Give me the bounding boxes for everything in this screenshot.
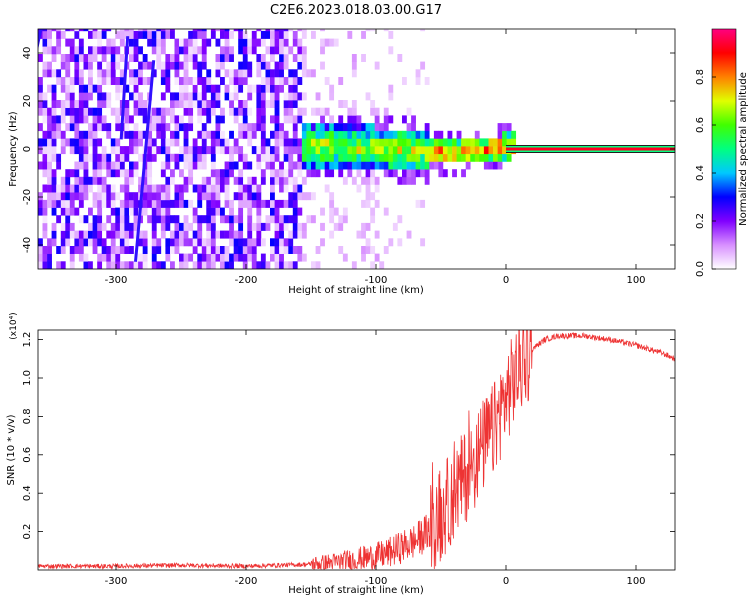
spectrogram-y-tick-label: -20: [22, 189, 33, 205]
snr-panel: -300 -200 -100 0 100 0.2 0.4 0.6 0.8 1.0 1.2 Heigh…: [6, 312, 676, 596]
snr-frame: [37, 329, 676, 571]
snr-y-tick-label: 0.2: [22, 524, 33, 540]
snr-y-label: SNR (10 * v/v): [6, 414, 17, 485]
colorbar-tick-label: 0.4: [695, 165, 706, 181]
spectrogram-y-tick-label: 0: [22, 146, 33, 152]
spectrogram-x-tick-label: 0: [503, 275, 509, 286]
snr-y-tick-label: 0.8: [22, 408, 33, 424]
spectrogram-x-tick-label: 100: [626, 275, 645, 286]
snr-x-label: Height of straight line (km): [288, 585, 424, 596]
spectrogram-x-tick-label: -200: [235, 275, 258, 286]
colorbar-ticks: 0.0 0.2 0.4 0.6 0.8: [695, 69, 716, 277]
snr-series-line: [38, 330, 675, 570]
signal-line: [506, 147, 675, 151]
spectrogram-x-tick-label: -300: [105, 275, 128, 286]
snr-x-tick-label: 0: [503, 576, 509, 587]
spectrogram-streak: [134, 60, 156, 262]
snr-x-tick-label: -300: [105, 576, 128, 587]
spectrogram-y-tick-label: -40: [22, 237, 33, 253]
colorbar-label: Normalized spectral amplitude: [738, 72, 749, 226]
snr-x-tick-label: 100: [626, 576, 645, 587]
snr-y-tick-label: 0.4: [22, 485, 33, 501]
colorbar-tick-label: 0.0: [695, 261, 706, 277]
snr-y-multiplier: (x10⁴): [9, 312, 19, 339]
spectrogram-streak: [119, 36, 130, 140]
snr-y-tick-label: 1.2: [22, 332, 33, 348]
spectrogram-x-tick-label: -100: [365, 275, 388, 286]
colorbar-tick-label: 0.2: [695, 213, 706, 229]
spectrogram-x-label: Height of straight line (km): [288, 285, 424, 296]
spectrogram-cells: [38, 29, 675, 269]
chart-title: C2E6.2023.018.03.00.G17: [270, 3, 442, 18]
snr-background: [38, 330, 675, 570]
snr-y-tick-label: 1.0: [22, 370, 33, 386]
snr-axes: -300 -200 -100 0 100 0.2 0.4 0.6 0.8 1.0 1.2: [22, 329, 676, 587]
spectrogram-y-tick-label: 40: [22, 47, 33, 60]
snr-x-tick-label: -200: [235, 576, 258, 587]
colorbar-tick-label: 0.6: [695, 117, 706, 133]
spectrogram-y-tick-label: 20: [22, 95, 33, 108]
colorbar: 0.0 0.2 0.4 0.6 0.8 Normalized spectral ampl…: [695, 28, 749, 277]
snr-x-tick-label: -100: [365, 576, 388, 587]
snr-y-tick-label: 0.6: [22, 447, 33, 463]
colorbar-gradient: [711, 28, 737, 270]
spectrogram-y-label: Frequency (Hz): [8, 111, 19, 187]
spectrogram-streak: [38, 29, 43, 50]
colorbar-tick-label: 0.8: [695, 69, 706, 85]
